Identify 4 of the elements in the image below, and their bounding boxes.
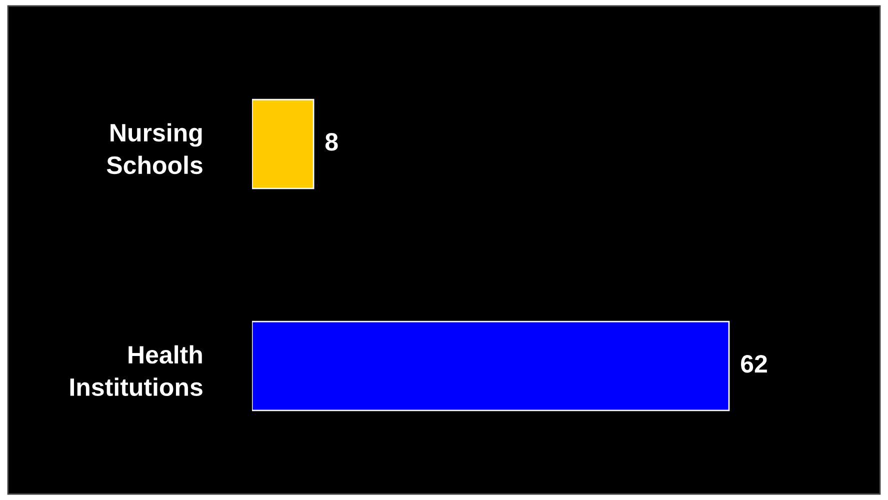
data-label: 8 [325,133,338,151]
data-label: 62 [741,355,767,373]
y-tick-label: Nursing Schools [106,123,202,174]
y-tick-label: Health Institutions [70,345,202,396]
